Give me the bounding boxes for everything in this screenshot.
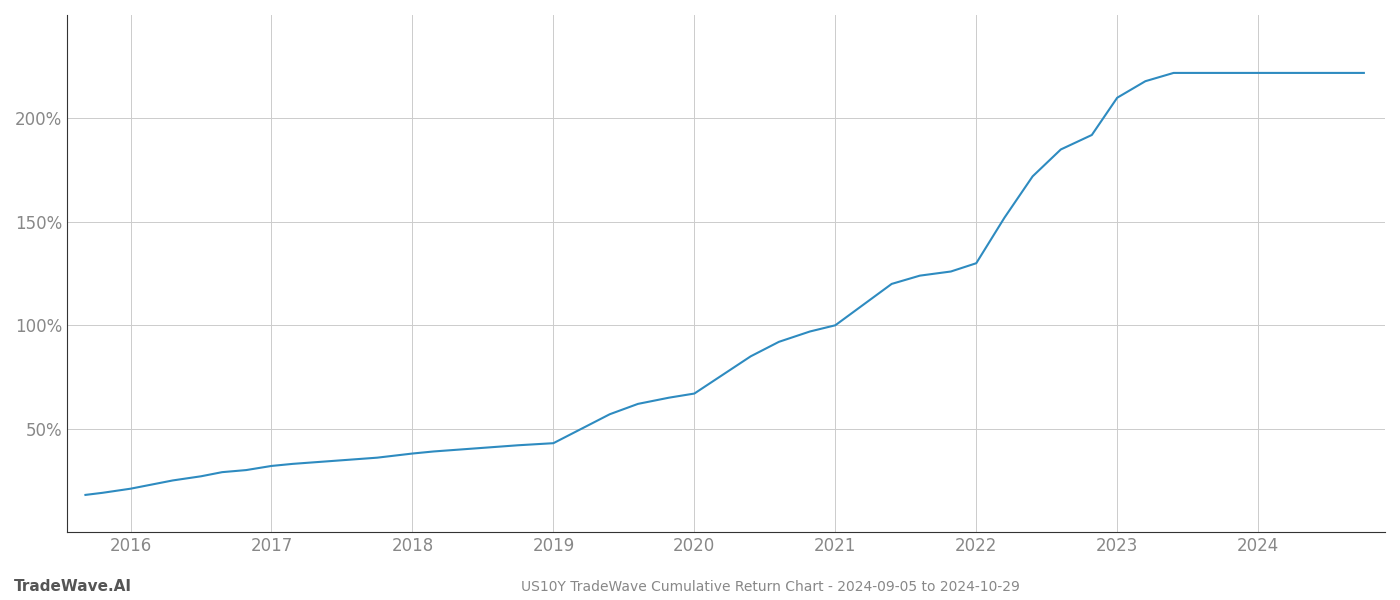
Text: TradeWave.AI: TradeWave.AI [14, 579, 132, 594]
Text: US10Y TradeWave Cumulative Return Chart - 2024-09-05 to 2024-10-29: US10Y TradeWave Cumulative Return Chart … [521, 580, 1019, 594]
